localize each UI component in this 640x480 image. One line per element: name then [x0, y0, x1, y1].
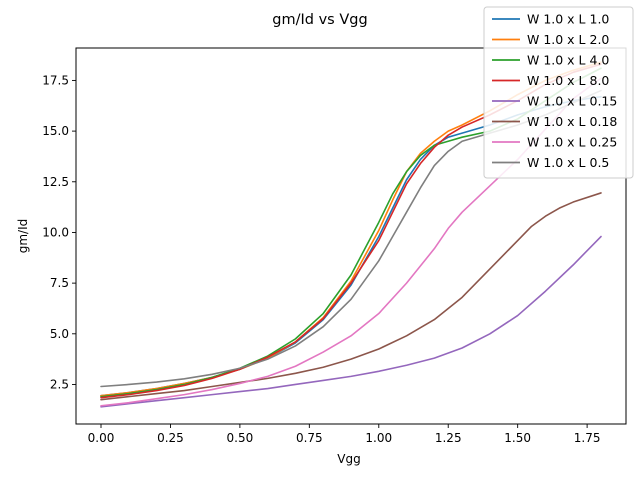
legend-label: W 1.0 x L 0.15: [527, 94, 617, 109]
x-tick-label: 0.25: [157, 431, 184, 445]
x-tick-label: 1.75: [574, 431, 601, 445]
legend-label: W 1.0 x L 0.18: [527, 114, 617, 129]
y-tick-label: 15.0: [42, 124, 69, 138]
y-tick-label: 5.0: [50, 327, 69, 341]
x-tick-label: 1.25: [435, 431, 462, 445]
legend-box: [483, 6, 634, 179]
x-tick-label: 0.00: [88, 431, 115, 445]
y-tick-label: 12.5: [42, 175, 69, 189]
series-line-4: [100, 235, 602, 408]
chart-title: gm/Id vs Vgg: [272, 12, 367, 28]
series-line-5: [100, 192, 602, 401]
legend-label: W 1.0 x L 1.0: [527, 12, 609, 27]
x-tick-label: 1.00: [365, 431, 392, 445]
plot-frame: [75, 47, 627, 425]
y-tick-label: 7.5: [50, 276, 69, 290]
legend-label: W 1.0 x L 0.5: [527, 155, 609, 170]
legend-label: W 1.0 x L 4.0: [527, 53, 609, 68]
legend-label: W 1.0 x L 8.0: [527, 73, 609, 88]
y-axis-label: gm/Id: [16, 219, 30, 254]
x-tick-label: 1.50: [504, 431, 531, 445]
y-tick-label: 10.0: [42, 225, 69, 239]
y-tick-label: 17.5: [42, 73, 69, 87]
legend: W 1.0 x L 1.0 W 1.0 x L 2.0 W 1.0 x L 4.0 W…: [483, 6, 634, 179]
x-tick-label: 0.50: [227, 431, 254, 445]
legend-label: W 1.0 x L 0.25: [527, 135, 617, 150]
x-axis: 0.00 0.25 0.50 0.75 1.00 1.25 1.50 1.75: [88, 424, 601, 445]
x-axis-label: Vgg: [337, 452, 360, 466]
y-tick-label: 2.5: [50, 377, 69, 391]
y-axis: 2.5 5.0 7.5 10.0 12.5 15.0 17.5: [42, 73, 76, 391]
legend-label: W 1.0 x L 2.0: [527, 32, 609, 47]
x-tick-label: 0.75: [296, 431, 323, 445]
